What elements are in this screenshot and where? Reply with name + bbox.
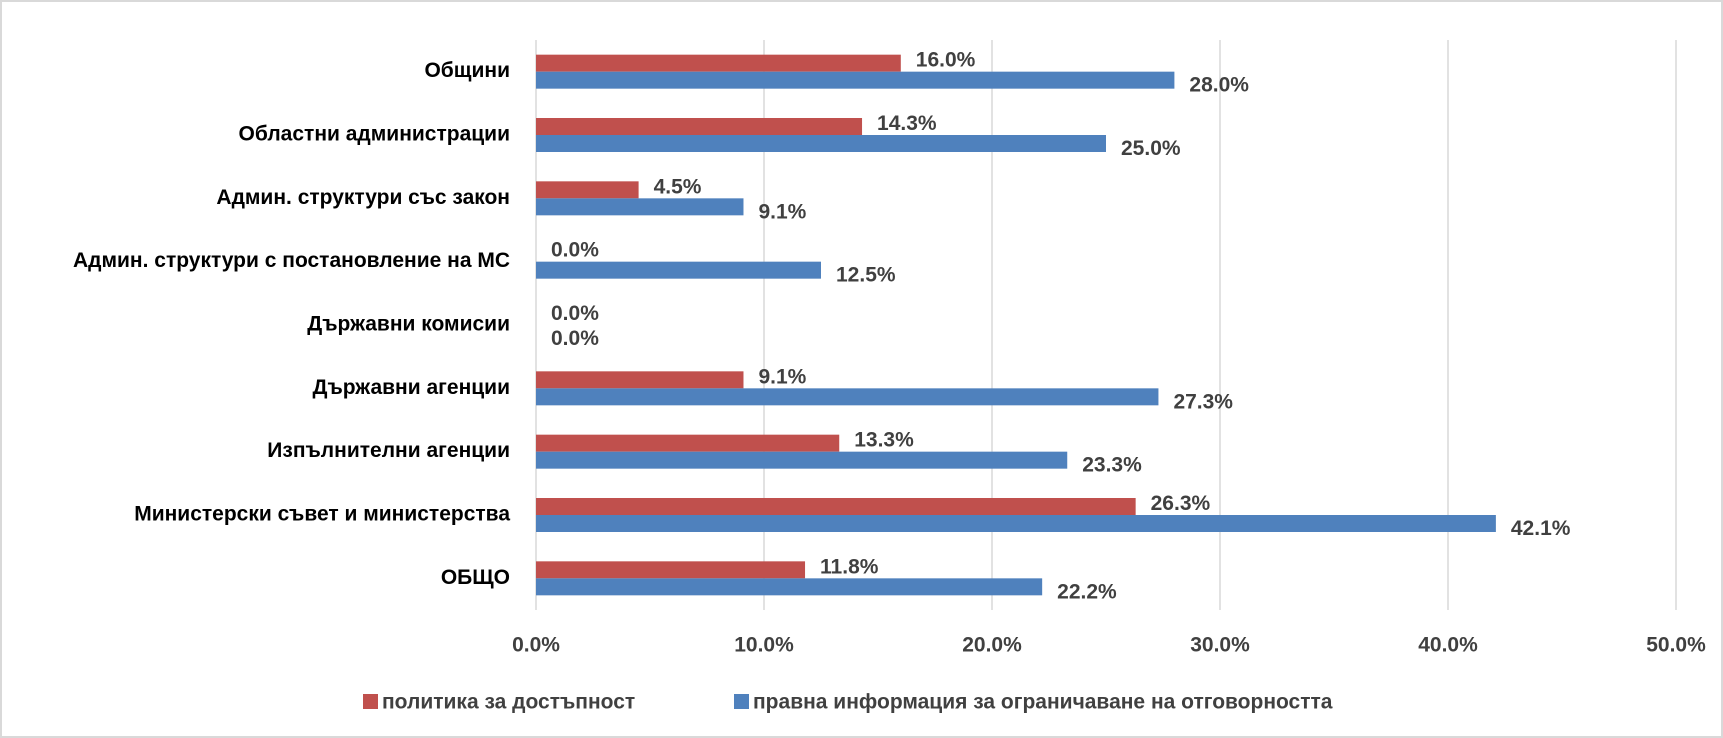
data-label: 12.5% <box>836 264 896 287</box>
x-tick-label: 50.0% <box>1646 634 1706 657</box>
bar <box>536 198 744 216</box>
bar <box>536 561 806 579</box>
y-tick-label: Министерски съвет и министерства <box>134 503 510 526</box>
data-label: 25.0% <box>1121 137 1181 160</box>
bar <box>536 135 1106 152</box>
x-tick-label: 10.0% <box>734 634 794 657</box>
legend-label: политика за достъпност <box>382 691 635 714</box>
bar <box>536 71 1175 89</box>
x-tick-label: 40.0% <box>1418 634 1478 657</box>
data-label: 0.0% <box>551 239 599 262</box>
bar <box>536 498 1136 515</box>
bar <box>536 388 1159 406</box>
data-label: 27.3% <box>1173 390 1233 413</box>
data-label: 16.0% <box>916 49 976 72</box>
y-tick-label: Държавни комисии <box>307 313 510 336</box>
y-tick-label: Общини <box>424 59 510 82</box>
legend-swatch <box>363 694 378 709</box>
bar <box>536 371 744 389</box>
data-label: 9.1% <box>758 200 806 223</box>
bar <box>536 515 1496 532</box>
x-tick-label: 30.0% <box>1190 634 1250 657</box>
y-tick-label: ОБЩО <box>441 566 510 589</box>
data-label: 26.3% <box>1151 492 1211 515</box>
data-label: 9.1% <box>758 365 806 388</box>
data-label: 13.3% <box>854 429 914 452</box>
legend-swatch <box>734 694 749 709</box>
data-label: 11.8% <box>820 555 879 578</box>
legend-label: правна информация за ограничаване на отг… <box>753 691 1333 714</box>
data-label: 42.1% <box>1511 517 1571 540</box>
data-label: 22.2% <box>1057 580 1117 603</box>
x-tick-label: 20.0% <box>962 634 1022 657</box>
y-tick-label: Изпълнителни агенции <box>267 439 510 462</box>
bar <box>536 118 863 135</box>
data-label: 0.0% <box>551 327 599 350</box>
data-label: 14.3% <box>877 112 937 135</box>
data-label: 4.5% <box>654 175 702 198</box>
bar <box>536 54 901 72</box>
y-tick-label: Областни администрации <box>239 123 510 146</box>
data-label: 23.3% <box>1082 454 1142 477</box>
y-tick-label: Държавни агенции <box>312 376 510 399</box>
y-tick-label: Админ. структури с постановление на МС <box>73 249 510 272</box>
x-tick-label: 0.0% <box>512 634 560 657</box>
data-label: 28.0% <box>1189 74 1249 97</box>
data-label: 0.0% <box>551 302 599 325</box>
bar <box>536 434 840 452</box>
bar <box>536 451 1068 469</box>
bar <box>536 181 639 199</box>
y-tick-label: Админ. структури със закон <box>216 186 510 209</box>
bar <box>536 578 1043 596</box>
bar <box>536 261 821 279</box>
